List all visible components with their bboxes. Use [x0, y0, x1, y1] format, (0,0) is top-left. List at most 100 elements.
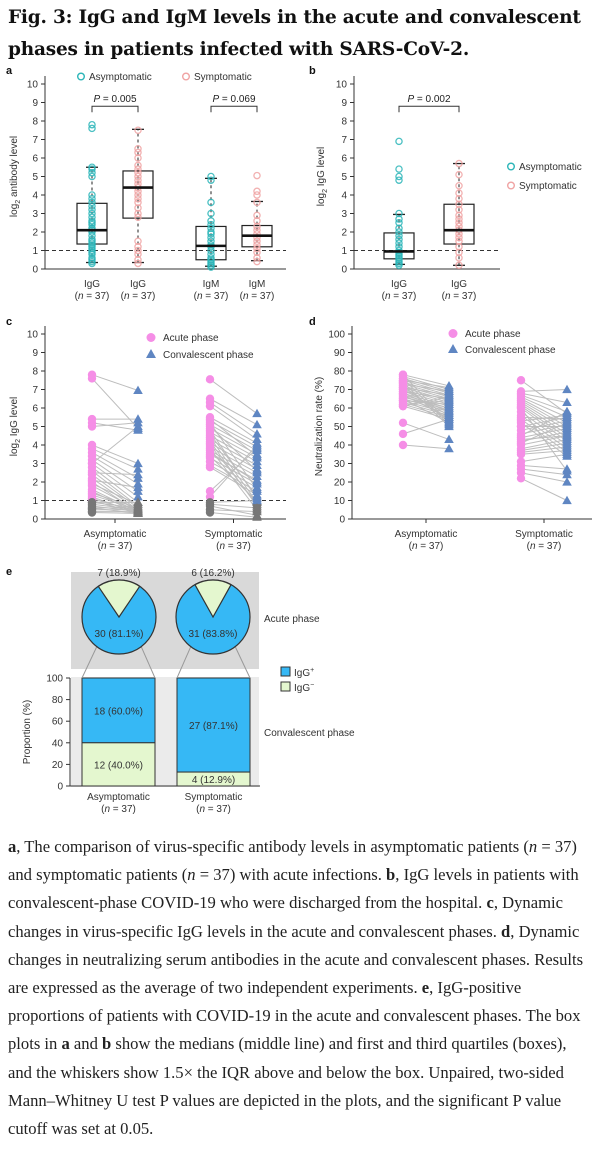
caption-panel-ref: b: [386, 865, 396, 885]
acute-phase-label: Acute phase: [264, 614, 320, 625]
pair-line: [402, 394, 450, 418]
bar-label-positive: 18 (60.0%): [94, 706, 143, 717]
pair-line: [91, 470, 139, 507]
data-point: [395, 239, 403, 247]
data-point: [395, 243, 403, 251]
y-tick-label: 100: [46, 674, 63, 685]
data-point: [134, 194, 142, 203]
pair-line: [209, 429, 258, 499]
y-axis-label: log2 IgG level: [316, 147, 329, 207]
pie-label-positive: 31 (83.8%): [189, 629, 238, 640]
pair-line: [402, 377, 450, 392]
x-category-label: Asymptomatic: [84, 529, 147, 540]
data-point: [455, 206, 463, 214]
pair-line: [91, 374, 139, 391]
y-tick-label: 5: [32, 172, 38, 183]
x-category-n: (n = 37): [101, 804, 136, 815]
data-point: [88, 217, 96, 225]
pair-line: [91, 455, 139, 485]
pair-line: [91, 444, 139, 464]
data-point: [253, 171, 261, 180]
convalescent-phase-label: Convalescent phase: [264, 728, 355, 739]
legend-label: IgG+: [294, 667, 314, 679]
acute-point: [398, 401, 408, 411]
caption-italic: n: [187, 865, 196, 885]
y-tick-label: 20: [52, 760, 64, 771]
y-tick-label: 40: [334, 441, 346, 452]
x-category-n: (n = 37): [75, 291, 110, 302]
x-category-n: (n = 37): [194, 291, 229, 302]
data-point: [395, 228, 403, 236]
pair-line: [520, 392, 568, 403]
pair-line: [402, 385, 450, 422]
convalescent-point: [133, 421, 143, 431]
pie-label-negative: 7 (18.9%): [97, 568, 140, 579]
caption-italic: n: [528, 837, 538, 856]
pair-line: [520, 396, 568, 418]
pair-line: [520, 403, 568, 435]
pair-line: [520, 407, 568, 472]
data-point: [88, 235, 96, 244]
data-point: [134, 144, 142, 153]
y-tick-label: 10: [27, 330, 39, 341]
pair-line: [91, 483, 139, 505]
data-point: [395, 172, 403, 181]
legend-label: Acute phase: [465, 329, 521, 340]
pair-line: [209, 500, 258, 503]
x-category-n: (n = 37): [527, 541, 562, 552]
data-point: [207, 217, 215, 225]
caption-text: , Dynamic changes in neutralizing serum …: [8, 921, 584, 998]
pair-line: [209, 444, 258, 498]
data-point: [88, 198, 96, 207]
caption-text: = 37) and symptomatic patients (: [8, 837, 577, 885]
y-tick-label: 4: [32, 441, 38, 452]
pair-line: [91, 507, 139, 514]
pair-line: [91, 505, 139, 513]
legend-swatch-igg-positive: [280, 666, 291, 677]
pair-line: [520, 472, 568, 483]
convalescent-point: [133, 482, 143, 492]
caption-text: and: [69, 1034, 103, 1054]
caption-panel-ref: e: [421, 978, 430, 998]
pair-line: [520, 435, 568, 440]
y-tick-label: 60: [52, 717, 64, 728]
y-tick-label: 7: [32, 385, 38, 396]
data-point: [207, 209, 215, 218]
legend-marker-symptomatic: [507, 181, 516, 190]
y-tick-label: 10: [334, 496, 346, 507]
data-point: [207, 233, 215, 242]
data-point: [395, 209, 403, 218]
x-category-n: (n = 37): [409, 541, 444, 552]
y-axis-label: Proportion (%): [22, 700, 33, 764]
pair-line: [91, 422, 139, 427]
pie-connector: [140, 646, 156, 679]
paired-series-asymptomatic: [398, 370, 454, 453]
bar-label-negative: 4 (12.9%): [192, 775, 235, 786]
acute-point: [87, 503, 97, 513]
box-group: [241, 171, 273, 266]
panel-letter: a: [6, 65, 13, 77]
pair-line: [91, 492, 139, 509]
legend-label: Acute phase: [163, 333, 219, 344]
data-point: [134, 255, 142, 264]
data-point: [207, 237, 215, 245]
panel-letter: d: [309, 316, 316, 328]
convalescent-point: [562, 449, 572, 458]
legend-marker-acute: [448, 329, 458, 338]
x-category-label: Symptomatic: [185, 792, 243, 803]
x-category-n: (n = 37): [240, 291, 275, 302]
pair-line: [402, 387, 450, 396]
pair-line: [209, 418, 258, 457]
y-tick-label: 6: [32, 404, 38, 415]
y-tick-label: 9: [32, 98, 38, 109]
pair-line: [520, 450, 568, 455]
convalescent-point: [133, 497, 143, 506]
data-point: [134, 161, 142, 170]
paired-series-symptomatic: [205, 375, 262, 521]
pair-line: [520, 411, 568, 437]
convalescent-point: [562, 477, 572, 486]
convalescent-point: [444, 443, 454, 453]
data-point: [253, 198, 261, 207]
acute-point: [87, 479, 97, 489]
y-tick-label: 1: [32, 496, 38, 507]
